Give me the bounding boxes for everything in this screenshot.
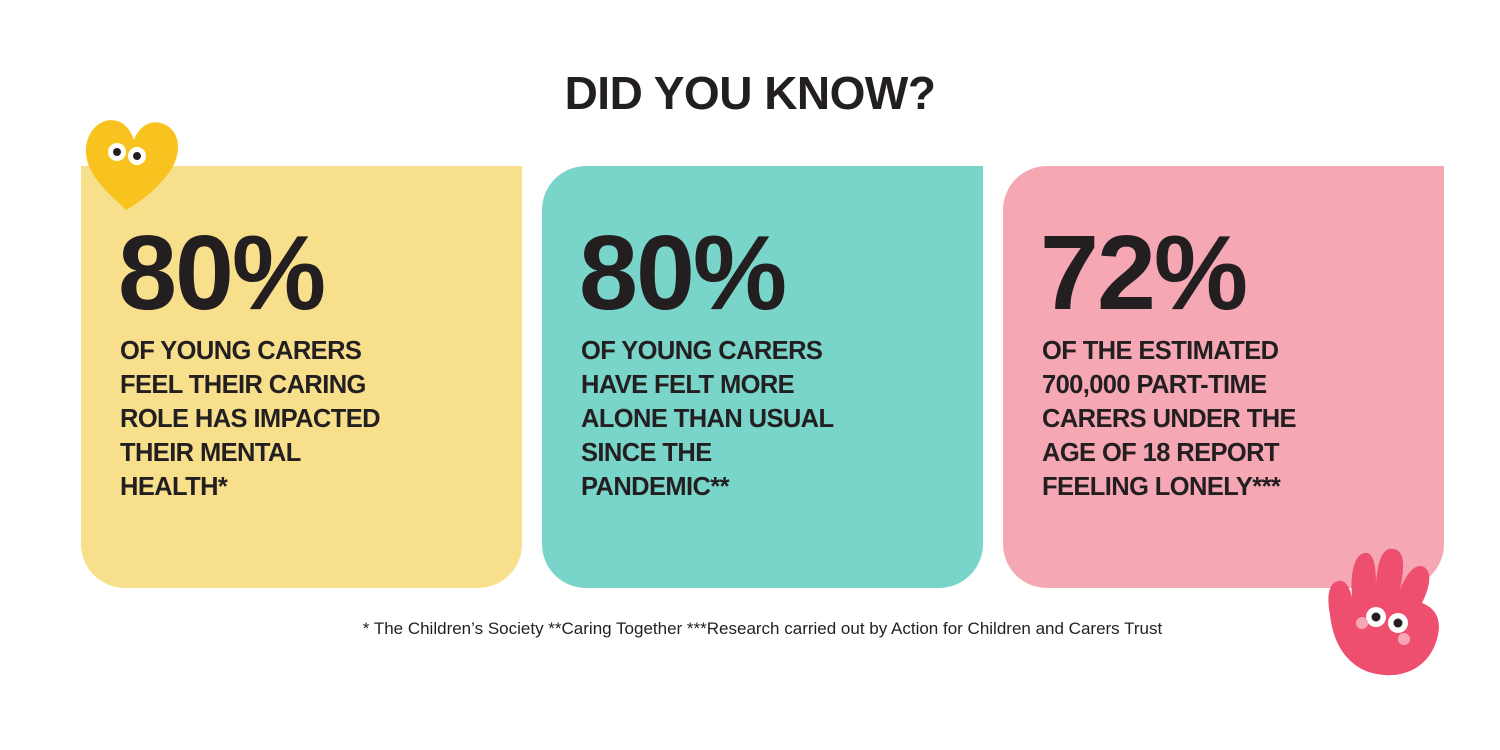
title: DID YOU KNOW? [564, 67, 936, 119]
description-line: AGE OF 18 REPORT [1042, 439, 1280, 467]
stat-card: 80% OF YOUNG CARERS FEEL THEIR CARING ROLE … [81, 166, 522, 588]
stat-value: 80% [118, 214, 326, 332]
description-line: FEEL THEIR CARING [120, 371, 366, 399]
stat-description: OF YOUNG CARERS FEEL THEIR CARING ROLE HAS… [120, 334, 381, 504]
heart-icon [85, 120, 179, 210]
description-line: THEIR MENTAL [120, 439, 301, 467]
stat-description: OF THE ESTIMATED 700,000 PART-TIME CARERS … [1042, 334, 1297, 504]
footnote: * The Children’s Society **Caring Togeth… [362, 619, 1163, 638]
description-line: CARERS UNDER THE [1042, 405, 1297, 433]
description-line: PANDEMIC** [581, 473, 730, 501]
stat-value: 72% [1040, 214, 1248, 332]
hand-icon [1328, 548, 1439, 676]
description-line: OF THE ESTIMATED [1042, 337, 1279, 365]
stat-card: 72% OF THE ESTIMATED 700,000 PART-TIME CARE… [1003, 166, 1444, 588]
description-line: HEALTH* [120, 473, 228, 501]
description-line: 700,000 PART-TIME [1042, 371, 1267, 399]
description-line: FEELING LONELY*** [1042, 473, 1281, 501]
stat-card: 80% OF YOUNG CARERS HAVE FELT MORE ALONE TH… [542, 166, 983, 588]
description-line: OF YOUNG CARERS [120, 337, 362, 365]
description-line: OF YOUNG CARERS [581, 337, 823, 365]
stat-description: OF YOUNG CARERS HAVE FELT MORE ALONE THAN … [581, 334, 834, 504]
description-line: ALONE THAN USUAL [581, 405, 834, 433]
description-line: HAVE FELT MORE [581, 371, 795, 399]
description-line: SINCE THE [581, 439, 712, 467]
stat-value: 80% [579, 214, 787, 332]
description-line: ROLE HAS IMPACTED [120, 405, 381, 433]
